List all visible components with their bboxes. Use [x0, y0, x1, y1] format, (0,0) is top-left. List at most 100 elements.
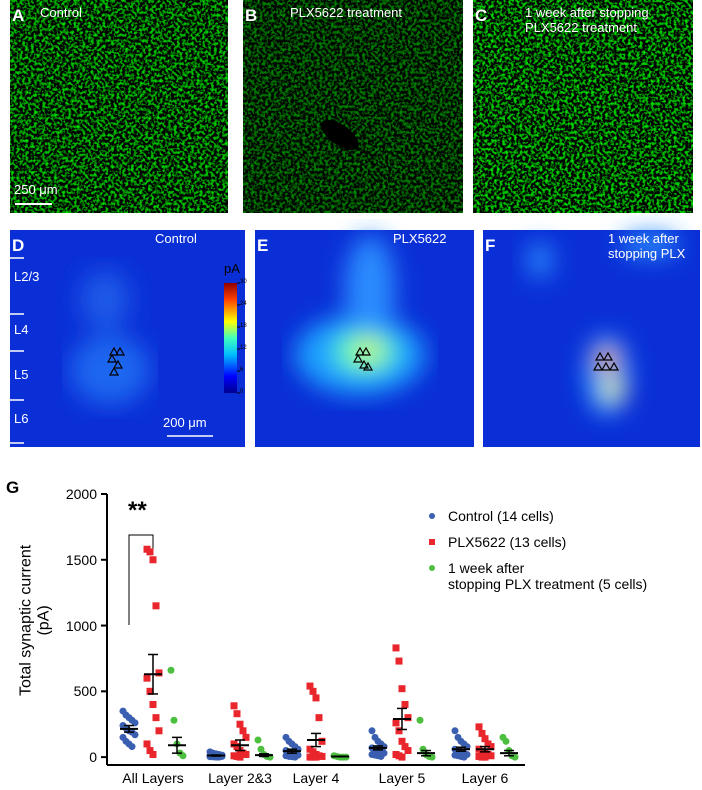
x-tick-label: Layer 2&3 — [208, 770, 272, 786]
y-tick-label: 1000 — [65, 617, 97, 634]
data-point — [451, 727, 459, 735]
image-b-texture — [243, 0, 463, 213]
data-point — [398, 685, 406, 693]
legend-marker — [429, 565, 435, 571]
data-point — [404, 747, 412, 755]
data-point — [291, 753, 299, 761]
colorbar-tick-label: 18 — [240, 323, 247, 329]
data-point — [315, 714, 323, 722]
data-point — [377, 752, 385, 760]
colorbar-tick-label: 0 — [240, 389, 244, 395]
legend-label: PLX5622 (13 cells) — [448, 534, 567, 550]
x-tick-label: Layer 6 — [461, 770, 509, 786]
data-point — [481, 753, 489, 761]
panel-letter: F — [485, 236, 496, 255]
data-point — [312, 694, 320, 702]
colorbar-tick-label: 24 — [240, 301, 247, 307]
panel-letter: D — [12, 236, 25, 255]
data-point — [149, 700, 157, 708]
panel-label: 1 week after stopping PLX5622 treatment — [525, 5, 649, 35]
colorbar-tick-label: 12 — [240, 345, 247, 351]
data-point — [398, 737, 406, 745]
data-point — [511, 753, 519, 761]
data-point — [401, 743, 409, 751]
panel-letter: G — [6, 478, 20, 497]
data-point — [242, 750, 250, 758]
image-c-texture — [473, 0, 693, 213]
panel-letter: C — [475, 6, 488, 25]
heatmap-f — [483, 230, 700, 447]
data-point — [395, 727, 403, 735]
data-point — [152, 714, 160, 722]
data-point — [149, 556, 157, 564]
data-point — [236, 720, 244, 728]
data-point — [478, 729, 486, 737]
y-tick-label: 0 — [89, 749, 97, 766]
data-point — [309, 687, 317, 695]
data-point — [152, 602, 160, 610]
data-point — [230, 702, 238, 710]
data-point — [143, 740, 151, 748]
data-point — [236, 753, 244, 761]
data-point — [254, 736, 262, 744]
data-point — [146, 548, 154, 556]
data-point — [428, 753, 436, 761]
legend-label: Control (14 cells) — [448, 508, 554, 524]
data-point — [398, 753, 406, 761]
colorbar-label: pA — [224, 261, 240, 276]
y-axis-label: Total synaptic current (pA) — [17, 544, 53, 696]
x-tick-label: All Layers — [122, 770, 184, 786]
data-point — [318, 752, 326, 760]
x-tick-label: Layer 4 — [292, 770, 340, 786]
scale-bar-label: 200 μm — [163, 415, 207, 430]
legend-label: 1 week after stopping PLX treatment (5 c… — [448, 560, 648, 593]
data-point — [155, 669, 163, 677]
data-point — [404, 714, 412, 722]
data-point — [170, 716, 178, 724]
layer-label: L4 — [14, 322, 29, 337]
panel-label: PLX5622 — [393, 231, 447, 246]
panel-letter: B — [245, 6, 258, 25]
data-point — [233, 743, 241, 751]
data-point — [131, 731, 139, 739]
legend-marker — [429, 539, 435, 545]
data-point — [502, 737, 510, 745]
microscopy-images — [10, 0, 693, 213]
data-point — [481, 735, 489, 743]
data-point — [155, 727, 163, 735]
data-point — [401, 700, 409, 708]
heatmaps — [10, 230, 700, 447]
y-tick-label: 500 — [73, 683, 97, 700]
data-point — [392, 644, 400, 652]
legend-marker — [429, 513, 435, 519]
colorbar-tick-label: 30 — [240, 279, 247, 285]
data-point — [242, 733, 250, 741]
data-point — [233, 710, 241, 718]
data-point — [149, 750, 157, 758]
x-tick-label: Layer 5 — [378, 770, 426, 786]
data-point — [131, 719, 139, 727]
panel-letter: A — [12, 6, 25, 25]
y-tick-label: 1500 — [65, 551, 97, 568]
data-point — [416, 716, 424, 724]
panel-label: Control — [155, 231, 197, 246]
vessel — [321, 119, 359, 151]
data-point — [368, 727, 376, 735]
data-point — [143, 674, 151, 682]
cell-markers — [106, 346, 620, 376]
data-point — [179, 752, 187, 760]
data-point — [128, 743, 136, 751]
colorbar-tick-label: 6 — [240, 367, 244, 373]
data-point — [475, 723, 483, 731]
annotation: ** — [128, 497, 147, 524]
image-a-texture — [10, 0, 228, 213]
data-point — [318, 737, 326, 745]
data-point — [146, 687, 154, 695]
data-point — [487, 743, 495, 751]
data-point — [239, 727, 247, 735]
data-point — [312, 753, 320, 761]
panel-label: PLX5622 treatment — [290, 5, 403, 20]
layer-label: L6 — [14, 411, 29, 426]
